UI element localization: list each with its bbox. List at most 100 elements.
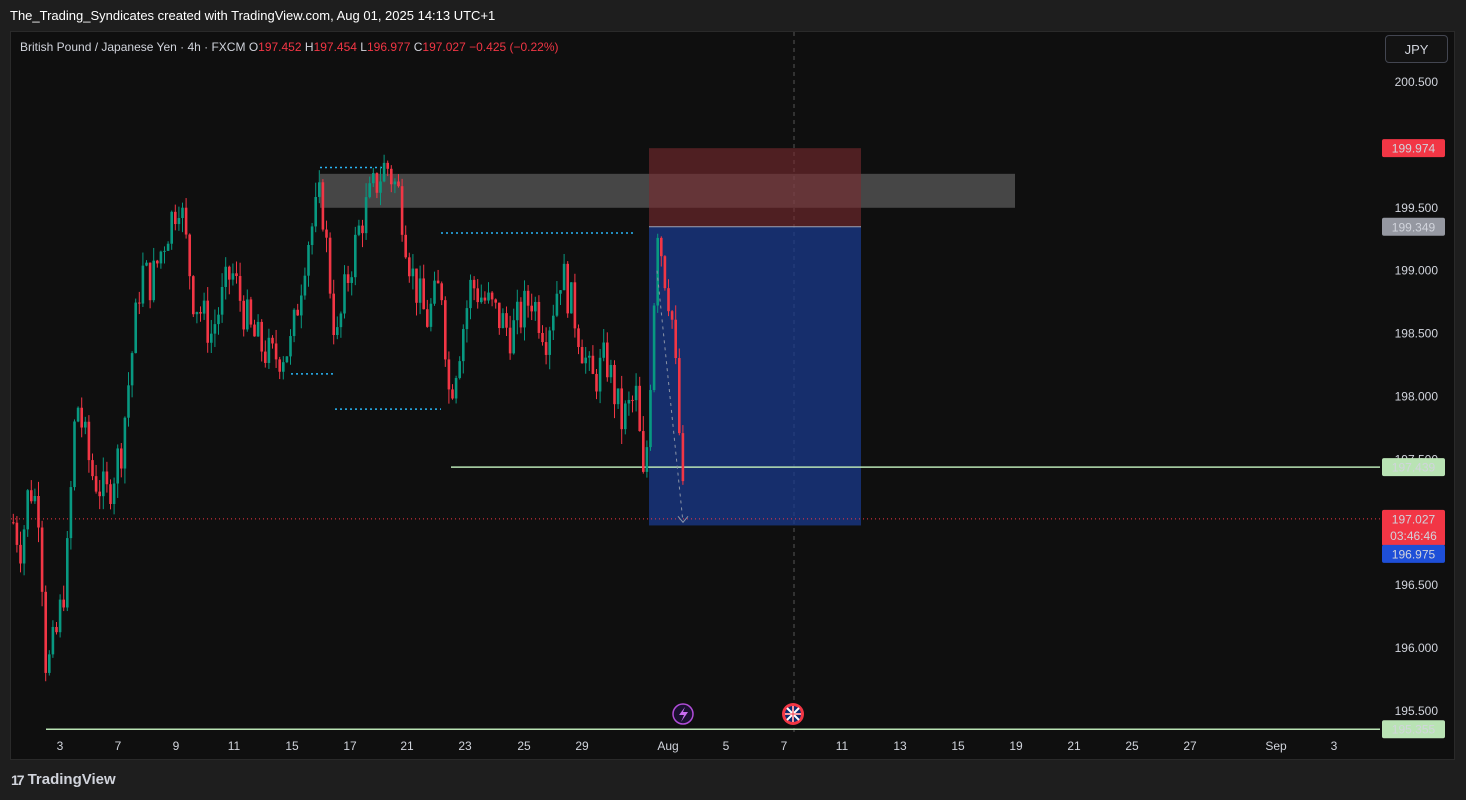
candle-body: [429, 303, 433, 327]
candle-body: [577, 328, 580, 348]
candle-body: [163, 250, 166, 252]
candle-body: [141, 265, 145, 304]
candle-body: [616, 388, 620, 405]
candle-body: [296, 309, 299, 316]
candle-body: [422, 278, 425, 310]
candle-body: [177, 218, 181, 225]
projection-arrow-icon: [677, 515, 689, 524]
candle-body: [663, 256, 667, 289]
candle-body: [242, 300, 245, 330]
open-value: 197.452: [258, 40, 302, 54]
candle-body: [404, 234, 407, 258]
candle-body: [454, 377, 458, 399]
candle-body: [606, 342, 609, 378]
candle-body: [170, 211, 173, 244]
candle-body: [15, 522, 19, 545]
candle-body: [73, 421, 76, 488]
candle-body: [289, 336, 292, 357]
candle-body: [494, 299, 497, 303]
candle-body: [202, 300, 206, 314]
candle-body: [354, 234, 357, 278]
candle-body: [152, 260, 155, 301]
candle-body: [303, 275, 307, 296]
y-tick-label: 196.500: [1395, 578, 1439, 592]
candle-body: [195, 312, 199, 315]
short-stop-zone[interactable]: [649, 148, 861, 227]
candle-body: [12, 522, 15, 524]
currency-button[interactable]: JPY: [1385, 35, 1448, 63]
candle-body: [40, 527, 44, 592]
candle-body: [116, 448, 119, 484]
take-profit-price-badge-bg: [1382, 544, 1445, 563]
candle-body: [37, 495, 40, 528]
candle-body: [206, 300, 209, 343]
candle-body: [451, 389, 454, 399]
stop-loss-price-badge: 199.974: [1392, 142, 1436, 156]
candle-body: [105, 471, 109, 485]
candle-body: [652, 305, 656, 391]
candle-body: [408, 257, 411, 277]
symbol-title: British Pound / Japanese Yen · 4h · FXCM: [20, 40, 246, 54]
candle-body: [48, 654, 51, 673]
candle-body: [375, 173, 379, 193]
candle-body: [159, 251, 163, 264]
candle-body: [51, 626, 55, 655]
last-price-badge: 197.027: [1392, 512, 1436, 526]
candle-body: [505, 313, 508, 328]
candle-body: [271, 337, 274, 344]
candle-body: [112, 483, 116, 505]
y-tick-label: 196.000: [1395, 641, 1439, 655]
y-tick-label: 200.500: [1395, 75, 1439, 89]
candle-body: [339, 313, 343, 328]
candle-body: [19, 544, 22, 564]
last-price-badge-bg: [1382, 509, 1445, 546]
candle-body: [26, 490, 29, 530]
uk-flag-red-cross-icon: [785, 706, 801, 722]
lightning-bolt-icon: [679, 707, 688, 722]
candle-body: [472, 279, 476, 289]
x-tick-label: 25: [1125, 739, 1139, 753]
candle-body: [217, 314, 220, 325]
candle-body: [94, 476, 98, 492]
candle-body: [188, 234, 191, 277]
candle-body: [220, 286, 224, 315]
candle-body: [415, 268, 418, 303]
tradingview-logo[interactable]: 17 TradingView: [11, 771, 116, 788]
candle-body: [483, 297, 487, 301]
candle-body: [224, 266, 227, 287]
candle-body: [368, 183, 371, 198]
candle-body: [328, 237, 332, 294]
candle-body: [166, 243, 170, 251]
candle-body: [76, 407, 80, 422]
candle-body: [87, 421, 91, 461]
short-target-zone[interactable]: [649, 226, 861, 526]
candle-body: [44, 591, 47, 673]
candle-body: [444, 300, 447, 360]
candle-body: [120, 448, 123, 469]
candle-body: [285, 356, 289, 363]
candle-body: [508, 327, 512, 354]
candle-body: [192, 276, 195, 315]
candle-body: [55, 626, 58, 633]
candle-body: [667, 288, 670, 312]
candle-body: [544, 342, 548, 355]
candle-body: [249, 299, 253, 325]
x-tick-label: 17: [343, 739, 357, 753]
candle-body: [559, 290, 562, 294]
candle-body: [555, 293, 559, 316]
candle-body: [228, 266, 231, 280]
candle-body: [379, 181, 382, 193]
x-tick-label: 15: [285, 739, 299, 753]
candle-body: [462, 329, 465, 362]
candle-body: [440, 283, 443, 301]
candle-body: [292, 309, 296, 337]
candle-body: [22, 529, 26, 564]
candle-body: [361, 225, 364, 234]
candle-body: [264, 351, 267, 363]
candle-body: [393, 181, 397, 185]
candle-body: [307, 244, 310, 276]
candle-body: [332, 293, 335, 336]
candle-body: [580, 347, 584, 364]
candle-body: [346, 274, 350, 283]
